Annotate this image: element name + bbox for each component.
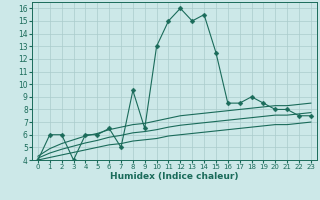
- X-axis label: Humidex (Indice chaleur): Humidex (Indice chaleur): [110, 172, 239, 181]
